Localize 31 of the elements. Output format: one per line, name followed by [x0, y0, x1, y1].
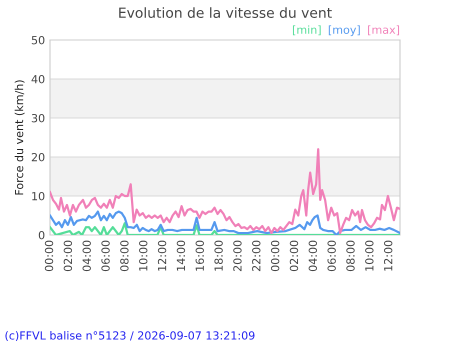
x-tick-label: 00:00 — [270, 240, 280, 272]
x-tick-label: 08:00 — [346, 240, 355, 272]
x-tick-label: 10:00 — [139, 240, 148, 271]
text: [max] — [368, 25, 400, 36]
text: (c)FFVL balise n°5123 / 2026-09-07 13:21:09 — [5, 331, 254, 341]
x-tick-label: 20:00 — [233, 240, 242, 272]
x-tick-label: 08:00 — [120, 240, 129, 272]
y-tick-label: 0 — [38, 230, 44, 240]
x-tick-label: 06:00 — [101, 240, 110, 272]
text: [moy] — [328, 25, 360, 36]
x-tick-label: 02:00 — [290, 240, 298, 272]
x-tick-label: 00:00 — [44, 240, 54, 272]
x-tick-label: 04:00 — [82, 240, 91, 272]
chart-title: Evolution de la vitesse du vent — [119, 7, 332, 18]
x-tick-label: 12:00 — [384, 240, 392, 271]
y-tick-label: 10 — [32, 192, 44, 200]
x-tick-label: 02:00 — [64, 240, 72, 272]
text: [min] — [292, 25, 321, 36]
y-axis-title: Force du vent (km/h) — [14, 80, 25, 195]
x-tick-label: 04:00 — [308, 240, 318, 272]
y-tick-label: 30 — [32, 114, 44, 122]
x-tick-label: 12:00 — [158, 240, 166, 271]
x-tick-label: 14:00 — [176, 240, 186, 271]
x-tick-label: 18:00 — [214, 240, 223, 271]
y-tick-label: 50 — [32, 36, 44, 44]
x-tick-label: 16:00 — [196, 240, 204, 271]
x-tick-label: 10:00 — [365, 240, 374, 271]
x-tick-label: 06:00 — [327, 240, 336, 272]
y-tick-label: 20 — [32, 152, 44, 162]
y-tick-label: 40 — [32, 74, 44, 84]
x-tick-label: 22:00 — [252, 240, 260, 272]
